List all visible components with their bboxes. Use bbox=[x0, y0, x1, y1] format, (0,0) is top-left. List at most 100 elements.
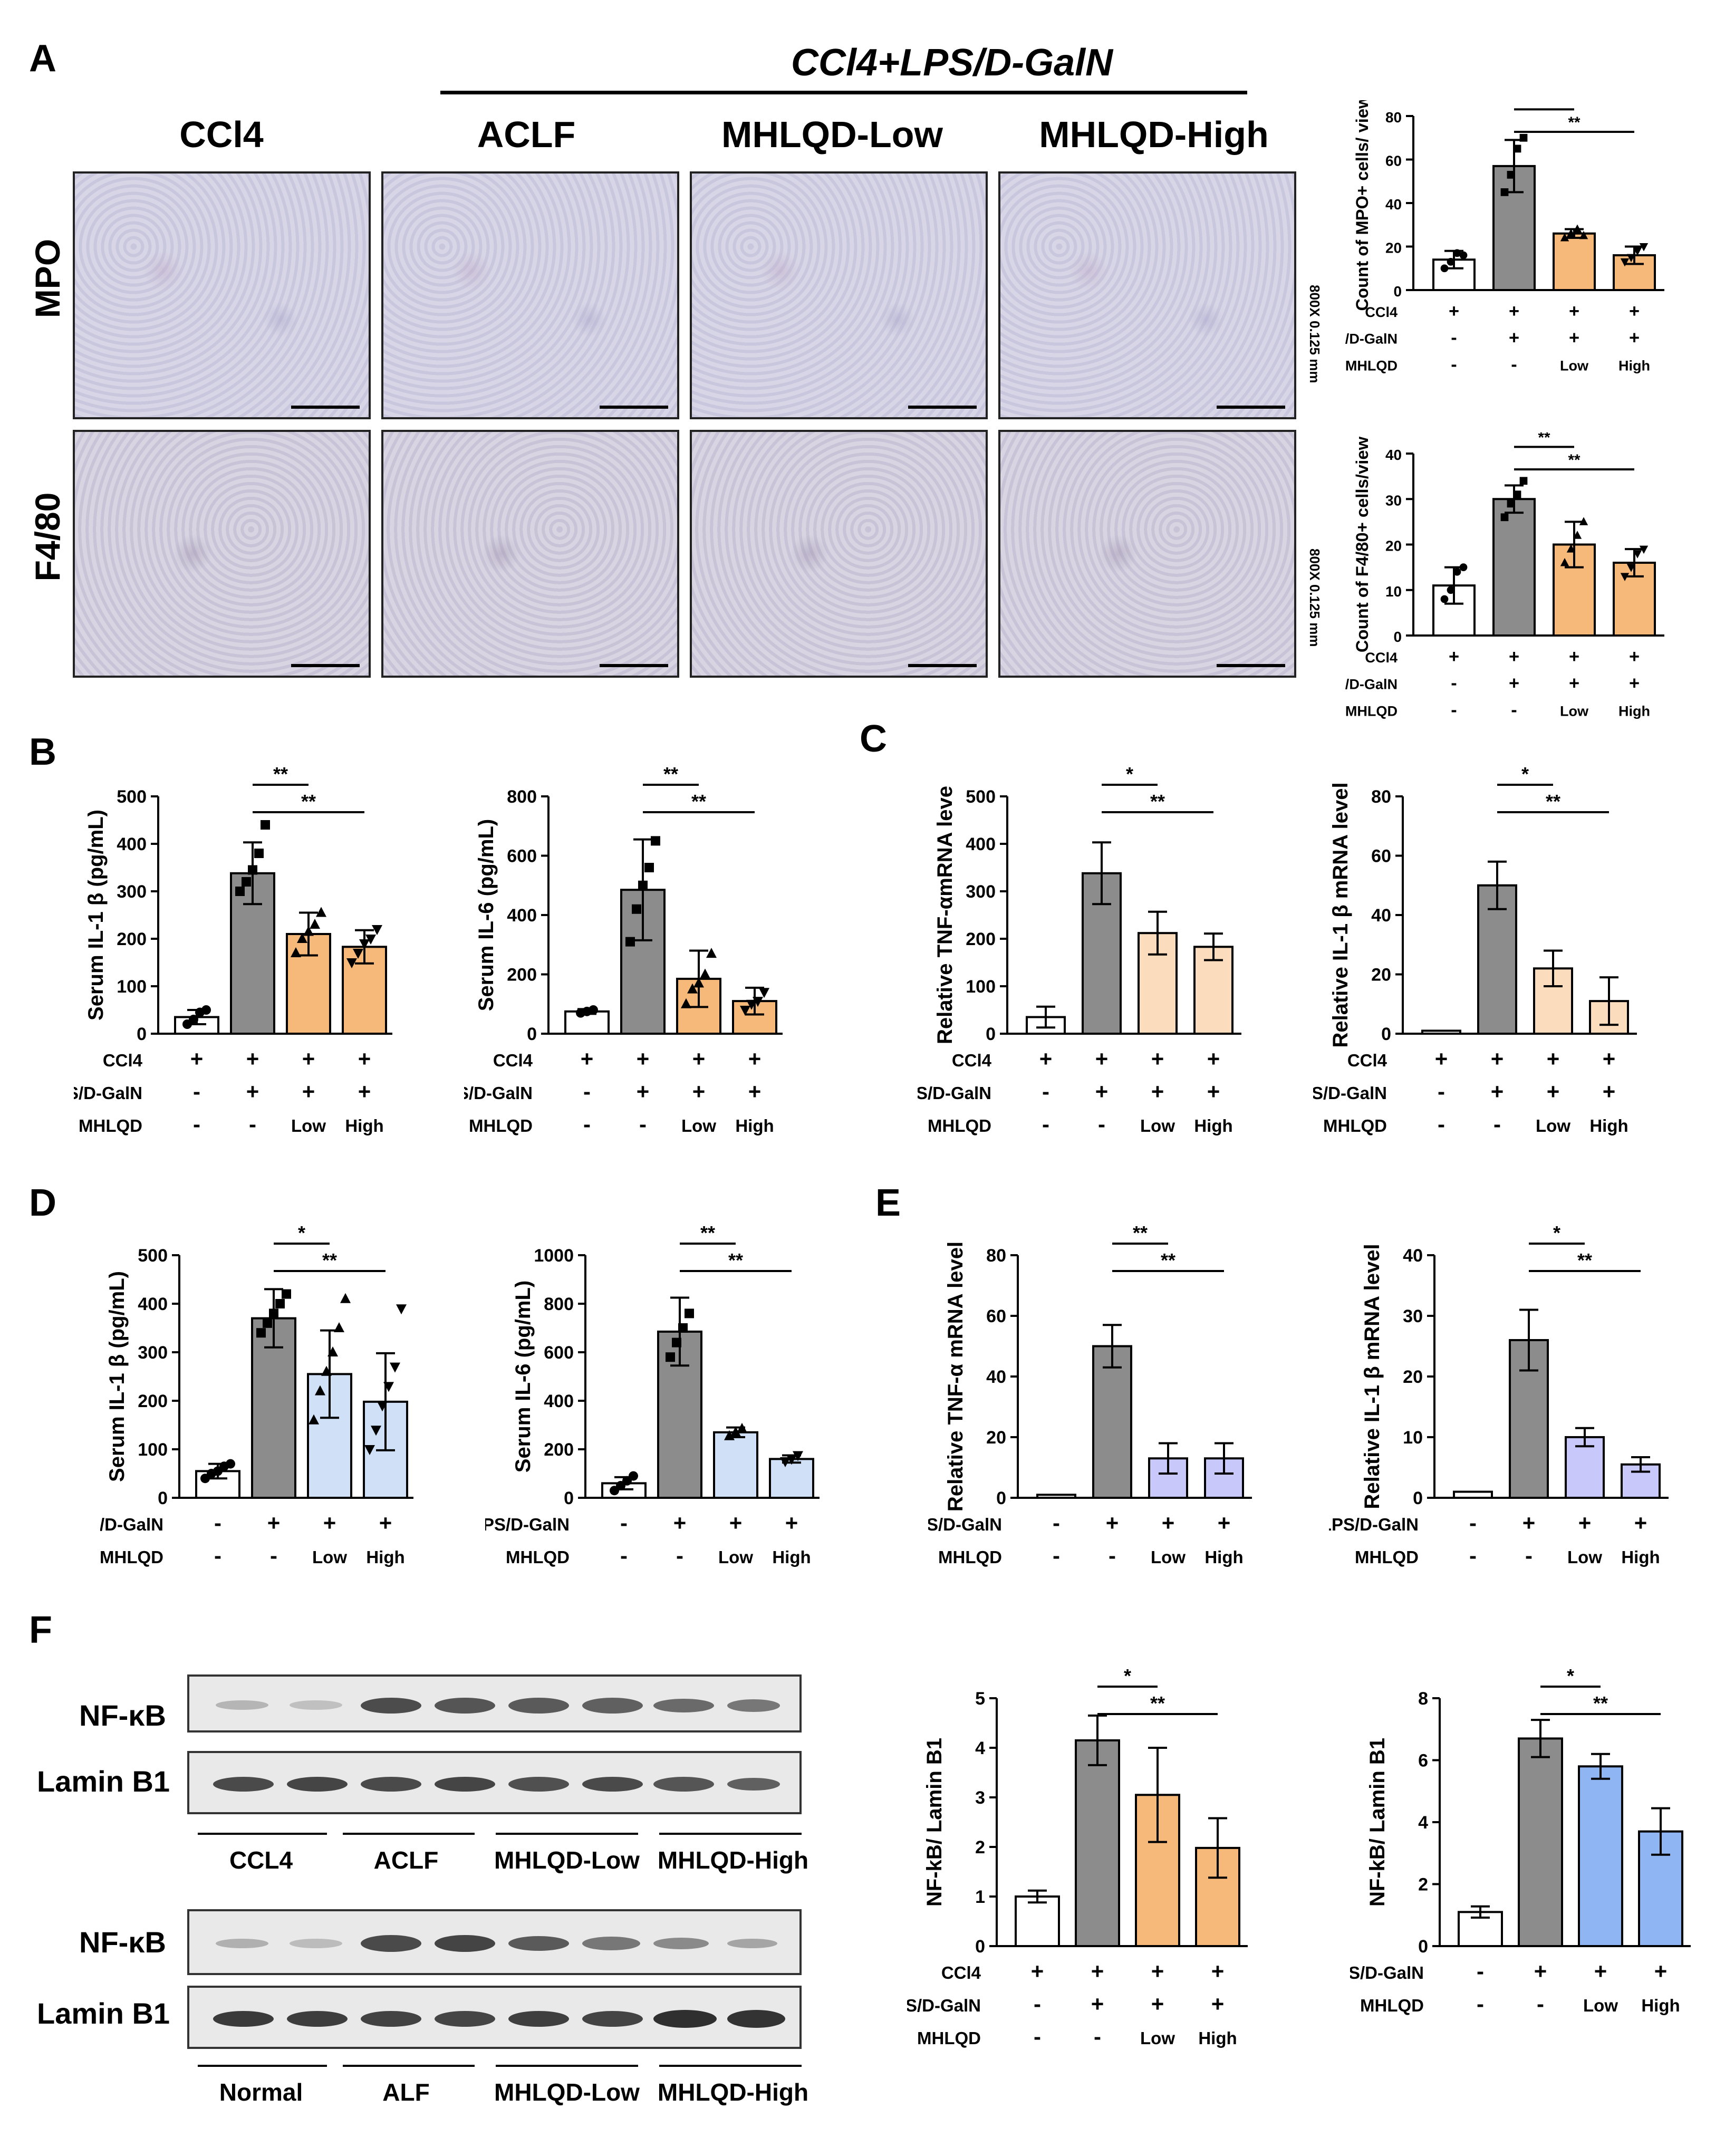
significance-marker: * bbox=[1521, 763, 1529, 785]
condition-value: + bbox=[748, 1046, 762, 1071]
band bbox=[653, 2010, 717, 2028]
y-tick-label: 80 bbox=[1385, 109, 1402, 126]
band bbox=[727, 1778, 780, 1791]
condition-label: LPS/D-GalN bbox=[1345, 331, 1398, 347]
y-tick-label: 800 bbox=[507, 787, 537, 807]
condition-value: + bbox=[1509, 328, 1519, 348]
data-point bbox=[644, 863, 654, 872]
chart-b-serum-il6: 0 200 400 600 800 Serum IL-6 (pg/mL) ** ** CCl4 +… bbox=[464, 763, 783, 1137]
data-point bbox=[1626, 564, 1636, 572]
condition-value: - bbox=[1537, 1991, 1544, 2016]
group-line bbox=[343, 1833, 475, 1835]
y-tick-label: 200 bbox=[544, 1440, 574, 1460]
band bbox=[435, 1777, 495, 1792]
data-point bbox=[1566, 228, 1576, 237]
data-point bbox=[310, 919, 320, 929]
bar bbox=[713, 1431, 758, 1499]
condition-value: + bbox=[358, 1046, 371, 1071]
data-point bbox=[780, 1457, 791, 1467]
condition-label: CCl4 bbox=[952, 1051, 992, 1070]
condition-value: - bbox=[1451, 673, 1457, 694]
y-tick-label: 30 bbox=[1403, 1306, 1423, 1326]
condition-value: Low bbox=[1560, 704, 1589, 719]
band bbox=[287, 2011, 348, 2027]
condition-value: Low bbox=[1567, 1547, 1602, 1567]
micrograph-mpo-mhlqd-low bbox=[690, 171, 988, 419]
data-point bbox=[189, 1015, 198, 1024]
y-tick-label: 20 bbox=[1385, 240, 1402, 256]
micrograph-mpo-ccl4 bbox=[73, 171, 371, 419]
condition-value: + bbox=[1218, 1510, 1231, 1535]
y-tick-label: 200 bbox=[966, 929, 996, 949]
y-tick-label: 40 bbox=[986, 1367, 1006, 1387]
condition-value: Low bbox=[1151, 1547, 1186, 1567]
data-point bbox=[297, 933, 307, 943]
data-point bbox=[334, 1322, 344, 1332]
condition-value: - bbox=[639, 1112, 647, 1137]
band bbox=[290, 1939, 342, 1948]
condition-value: + bbox=[748, 1079, 762, 1104]
band bbox=[508, 2011, 569, 2027]
significance-marker: ** bbox=[691, 791, 706, 812]
significance-marker: ** bbox=[1538, 100, 1550, 109]
data-point bbox=[396, 1304, 407, 1315]
y-tick-label: 4 bbox=[975, 1738, 985, 1758]
data-point bbox=[678, 1323, 688, 1333]
condition-value: + bbox=[692, 1046, 706, 1071]
condition-value: + bbox=[1207, 1046, 1220, 1071]
data-point bbox=[724, 1430, 735, 1440]
y-axis-label: Relative IL-1 β mRNA level bbox=[1361, 1244, 1384, 1509]
data-point bbox=[1620, 258, 1630, 267]
condition-value: High bbox=[1194, 1116, 1232, 1135]
condition-value: + bbox=[1569, 647, 1579, 667]
condition-value: + bbox=[1578, 1510, 1592, 1535]
significance-marker: * bbox=[1124, 1665, 1131, 1687]
group-line bbox=[496, 2065, 638, 2067]
group-title-aclf: ACLF bbox=[477, 114, 576, 155]
y-tick-label: 400 bbox=[138, 1294, 168, 1314]
band bbox=[213, 1777, 274, 1792]
data-point bbox=[275, 1299, 285, 1308]
band bbox=[435, 1698, 495, 1714]
y-axis-label: Relative TNF-α mRNA level bbox=[944, 1241, 967, 1512]
condition-label: LPS/D-GalN bbox=[74, 1083, 142, 1103]
condition-value: + bbox=[1569, 328, 1579, 348]
y-tick-label: 400 bbox=[117, 834, 147, 854]
data-point bbox=[638, 880, 648, 890]
data-point bbox=[1639, 243, 1649, 252]
group-line bbox=[496, 1833, 638, 1835]
panel-label-a: A bbox=[29, 37, 56, 80]
condition-label: LPS/D-GalN bbox=[100, 1515, 163, 1534]
y-tick-label: 5 bbox=[975, 1689, 985, 1709]
condition-value: - bbox=[1451, 328, 1457, 348]
group-title-mhlqd-low: MHLQD-Low bbox=[721, 114, 943, 155]
condition-value: High bbox=[345, 1116, 383, 1135]
condition-value: + bbox=[1629, 328, 1640, 348]
condition-label: LPS/D-GalN bbox=[464, 1083, 533, 1103]
data-point bbox=[315, 1385, 325, 1395]
bar bbox=[1075, 1739, 1120, 1947]
group-line bbox=[198, 2065, 327, 2067]
group-line bbox=[198, 1833, 327, 1835]
significance-marker: ** bbox=[1593, 1692, 1608, 1714]
condition-label: MHLQD bbox=[506, 1547, 570, 1567]
band bbox=[435, 1935, 495, 1952]
significance-marker: ** bbox=[1150, 1692, 1165, 1714]
y-tick-label: 500 bbox=[117, 787, 147, 807]
condition-value: - bbox=[1098, 1112, 1105, 1137]
data-point bbox=[625, 937, 635, 947]
bar bbox=[1453, 1490, 1493, 1499]
condition-value: + bbox=[1569, 301, 1579, 321]
condition-value: + bbox=[637, 1079, 650, 1104]
band bbox=[508, 1936, 569, 1951]
band bbox=[216, 1700, 268, 1710]
y-tick-label: 0 bbox=[564, 1488, 574, 1508]
condition-value: High bbox=[1589, 1116, 1628, 1135]
y-tick-label: 500 bbox=[966, 787, 996, 807]
y-tick-label: 20 bbox=[1371, 965, 1391, 985]
data-point bbox=[1519, 477, 1528, 485]
condition-value: - bbox=[620, 1543, 628, 1568]
condition-value: + bbox=[1091, 1959, 1104, 1984]
condition-value: - bbox=[193, 1112, 200, 1137]
